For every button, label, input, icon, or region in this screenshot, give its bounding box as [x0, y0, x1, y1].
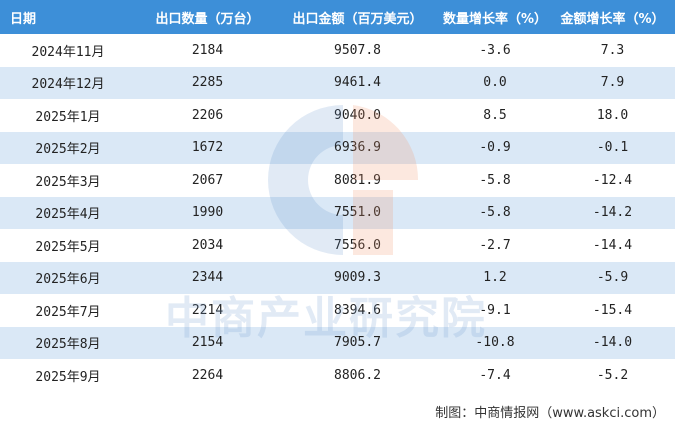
table-row: 2025年2月 1672 6936.9 -0.9 -0.1 [0, 131, 675, 165]
table-cell: -3.6 [479, 42, 511, 58]
table-cell: 2025年7月 [35, 304, 101, 320]
table-cell: 8394.6 [334, 302, 381, 318]
footer: 制图：中商情报网（www.askci.com） [435, 406, 665, 421]
table-cell: 8081.9 [334, 172, 381, 188]
header-cell: 日期 [10, 11, 37, 27]
table-cell: -5.9 [596, 270, 629, 286]
table-row: 2025年4月 1990 7551.0 -5.8 -14.2 [0, 196, 675, 230]
table-cell: -14.4 [592, 237, 633, 253]
table-cell: 0.0 [483, 75, 507, 91]
table-cell: -9.1 [479, 302, 511, 318]
table-cell: 9040.0 [285, 99, 430, 132]
table-cell: 2067 [191, 172, 224, 188]
table-cell: -14.0 [592, 335, 633, 351]
header-row: 日期 出口数量（万台） 出口金额（百万美元） 数量增长率（%） 金额增长率（%） [0, 0, 675, 34]
table-row: 2025年8月 2154 7905.7 -10.8 -14.0 [0, 326, 675, 359]
table-cell: 2025年1月 [35, 109, 101, 125]
table-cell: 9009.3 [334, 270, 381, 286]
watermark-text: 中商产业研究院 [165, 293, 487, 344]
table-cell: -0.9 [479, 140, 511, 156]
header-cell: 出口金额（百万美元） [292, 11, 423, 27]
table-cell: 9507.8 [334, 42, 381, 58]
table-cell: 2264 [191, 367, 224, 383]
header-cell: 出口数量（万台） [155, 11, 260, 27]
table-cell: 2206 [191, 107, 224, 123]
table-cell: -7.4 [479, 367, 511, 383]
table-cell: 2025年3月 [35, 174, 101, 190]
table-row: 2025年3月 2067 8081.9 -5.8 -12.4 [0, 164, 675, 197]
table-cell: 2025年6月 [35, 272, 101, 288]
table-cell: -14.2 [592, 205, 633, 221]
watermark-logo [268, 105, 419, 255]
table-cell: 18.0 [596, 107, 629, 123]
table-cell: 2154 [191, 335, 224, 351]
table-cell: 2034 [191, 237, 224, 253]
table-cell: 2214 [191, 302, 224, 318]
table-cell: 2025年2月 [35, 142, 101, 158]
table-cell: 8806.2 [334, 367, 381, 383]
table-cell: -0.1 [596, 140, 629, 156]
table-cell: -5.2 [596, 367, 629, 383]
table-cell: 2025年8月 [35, 337, 101, 353]
table-cell: 7551.0 [285, 197, 430, 230]
table-cell: -5.8 [479, 205, 511, 221]
table-row: 2025年5月 2034 7556.0 -2.7 -14.4 [0, 229, 675, 262]
table-cell: 7.3 [600, 42, 625, 58]
table-cell: 7905.7 [334, 335, 381, 351]
table-cell: 7556.0 [285, 229, 430, 262]
table-cell: 2025年5月 [35, 239, 101, 255]
table-cell: 2344 [191, 270, 224, 286]
table-cell: -5.8 [479, 172, 511, 188]
table-row: 2024年11月 2184 9507.8 -3.6 7.3 [0, 34, 675, 67]
table-cell: -2.7 [479, 237, 511, 253]
table-cell: 9461.4 [334, 75, 381, 91]
table-cell: -15.4 [592, 302, 633, 318]
table-cell: 2184 [191, 42, 224, 58]
table-row: 2025年1月 2206 9040.0 8.5 18.0 [0, 99, 675, 132]
table-cell: 7.9 [600, 75, 625, 91]
table-row: 2024年12月 2285 9461.4 0.0 7.9 [0, 66, 675, 99]
table-cell: 2024年12月 [31, 77, 105, 93]
table-cell: 2024年11月 [31, 44, 105, 60]
table-cell: 8.5 [483, 107, 507, 123]
table-row: 2025年7月 2214 8394.6 -9.1 -15.4 [0, 294, 675, 327]
table-cell: -12.4 [592, 172, 633, 188]
table-cell: 1990 [191, 205, 224, 221]
header-cell: 金额增长率（%） [560, 11, 665, 27]
header-cell: 数量增长率（%） [442, 11, 548, 27]
table-cell: 2025年4月 [35, 207, 101, 223]
table-cell: 1672 [191, 140, 224, 156]
table-cell: 2025年9月 [35, 369, 101, 385]
table-row: 2025年6月 2344 9009.3 1.2 -5.9 [0, 261, 675, 294]
table-cell: -10.8 [475, 335, 515, 351]
table-cell: 2285 [191, 75, 224, 91]
table-row: 2025年9月 2264 8806.2 -7.4 -5.2 [0, 359, 675, 392]
table-cell: 1.2 [483, 270, 507, 286]
table-cell: 6936.9 [285, 132, 430, 165]
